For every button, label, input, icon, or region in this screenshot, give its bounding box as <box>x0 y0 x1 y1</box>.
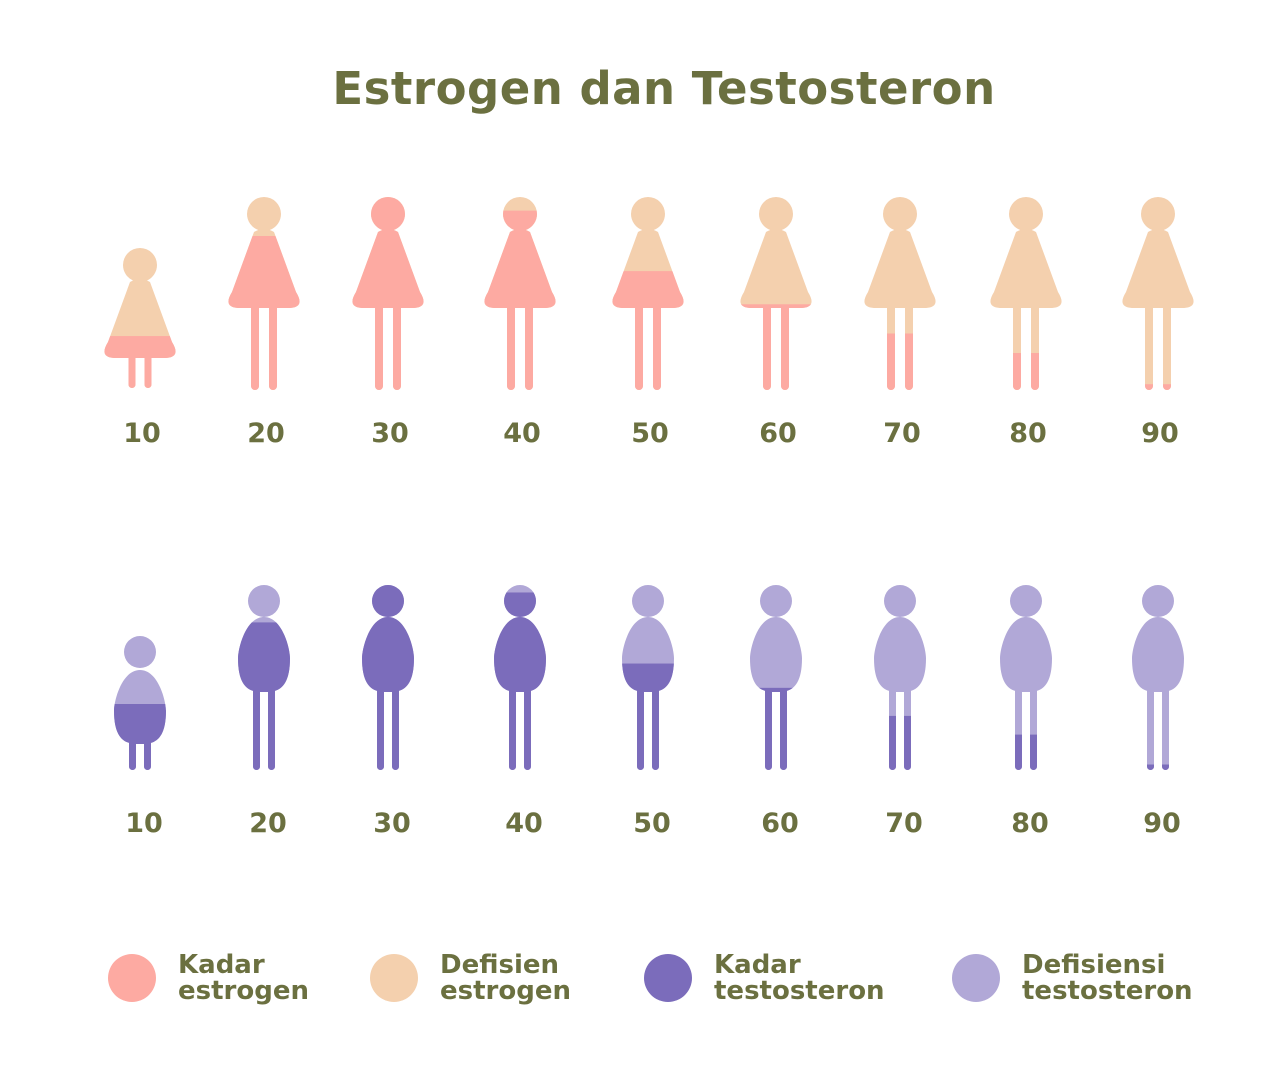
estrogen-figure-4 <box>612 197 684 390</box>
testosterone-age-label: 40 <box>505 808 543 839</box>
testosterone-deficiency-region <box>1000 585 1052 770</box>
testosterone-age-label: 90 <box>1143 808 1181 839</box>
legend-label-line1: Kadar <box>714 950 801 980</box>
estrogen-figure-6 <box>864 197 936 390</box>
estrogen-figure-1 <box>228 197 300 390</box>
estrogen-age-label: 90 <box>1141 418 1179 449</box>
testosterone-figure-2 <box>362 585 414 770</box>
testosterone-age-label: 20 <box>249 808 287 839</box>
legend-dot-kadar-testosteron <box>644 954 692 1002</box>
estrogen-level-region <box>104 336 176 388</box>
estrogen-age-label: 50 <box>631 418 669 449</box>
estrogen-figure-7 <box>990 197 1062 390</box>
testosterone-level-region <box>874 715 926 770</box>
legend-label-line2: estrogen <box>440 976 571 1006</box>
testosterone-deficiency-region <box>1132 585 1184 770</box>
estrogen-figure-5 <box>740 197 812 390</box>
legend-dot-kadar-estrogen <box>108 954 156 1002</box>
testosterone-level-region <box>622 663 674 770</box>
legend-label-line1: Kadar <box>178 950 265 980</box>
legend-dot-defisien-estrogen <box>370 954 418 1002</box>
estrogen-age-label: 80 <box>1009 418 1047 449</box>
testosterone-age-label: 10 <box>125 808 163 839</box>
estrogen-age-label: 70 <box>883 418 921 449</box>
testosterone-figure-6 <box>874 585 926 770</box>
estrogen-level-region <box>864 333 936 390</box>
testosterone-level-region <box>1000 734 1052 770</box>
estrogen-level-region <box>228 236 300 390</box>
testosterone-level-region <box>750 687 802 770</box>
testosterone-level-region <box>362 585 414 770</box>
estrogen-level-region <box>740 304 812 390</box>
legend-label-line1: Defisiensi <box>1022 950 1166 980</box>
legend-dot-defisiensi-testosteron <box>952 954 1000 1002</box>
legend-label-line2: testosteron <box>714 976 885 1006</box>
testosterone-age-label: 70 <box>885 808 923 839</box>
estrogen-figure-2 <box>352 197 424 390</box>
estrogen-age-label: 40 <box>503 418 541 449</box>
estrogen-age-label: 20 <box>247 418 285 449</box>
testosterone-figure-1 <box>238 585 290 770</box>
testosterone-age-label: 80 <box>1011 808 1049 839</box>
testosterone-level-region <box>494 592 546 770</box>
estrogen-figure-3 <box>484 197 556 390</box>
estrogen-deficiency-region <box>990 197 1062 390</box>
estrogen-deficiency-region <box>1122 197 1194 390</box>
testosterone-figure-5 <box>750 585 802 770</box>
testosterone-figure-3 <box>494 585 546 770</box>
testosterone-figure-0 <box>114 636 166 770</box>
testosterone-deficiency-region <box>750 585 802 770</box>
estrogen-level-region <box>1122 384 1194 390</box>
testosterone-figure-7 <box>1000 585 1052 770</box>
estrogen-level-region <box>990 353 1062 390</box>
estrogen-level-region <box>352 197 424 390</box>
estrogen-level-region <box>484 210 556 390</box>
estrogen-deficiency-region <box>864 197 936 390</box>
estrogen-deficiency-region <box>104 248 176 388</box>
estrogen-figure-8 <box>1122 197 1194 390</box>
legend-label-line2: testosteron <box>1022 976 1193 1006</box>
testosterone-figure-8 <box>1132 585 1184 770</box>
estrogen-age-label: 30 <box>371 418 409 449</box>
estrogen-deficiency-region <box>740 197 812 390</box>
testosterone-age-label: 60 <box>761 808 799 839</box>
estrogen-age-label: 10 <box>123 418 161 449</box>
estrogen-age-label: 60 <box>759 418 797 449</box>
testosterone-age-label: 30 <box>373 808 411 839</box>
testosterone-deficiency-region <box>874 585 926 770</box>
testosterone-figure-4 <box>622 585 674 770</box>
estrogen-figure-0 <box>104 248 176 388</box>
testosterone-level-region <box>114 704 166 770</box>
estrogen-level-region <box>612 271 684 390</box>
diagram-title: Estrogen dan Testosteron <box>332 62 996 115</box>
testosterone-level-region <box>1132 764 1184 770</box>
testosterone-level-region <box>238 622 290 770</box>
testosterone-age-label: 50 <box>633 808 671 839</box>
legend-label-line1: Defisien <box>440 950 560 980</box>
legend-label-line2: estrogen <box>178 976 309 1006</box>
